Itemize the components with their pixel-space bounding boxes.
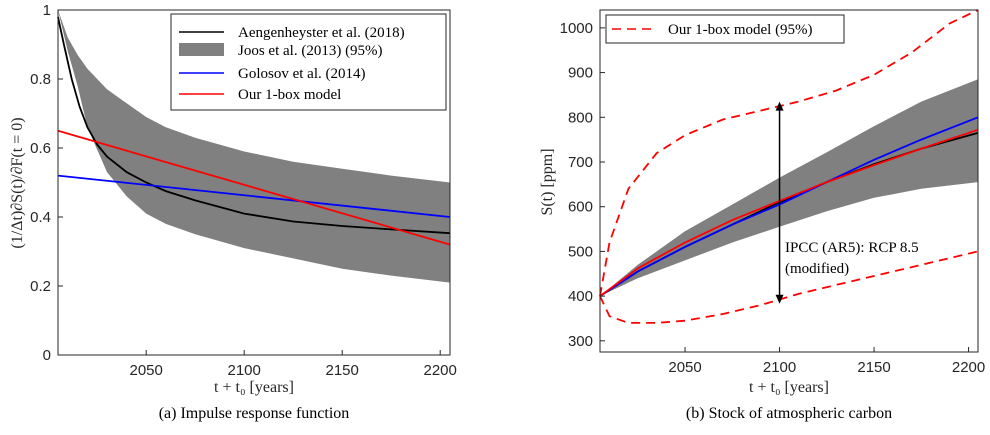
legend-a: Aengenheyster et al. (2018) Joos et al. …	[170, 13, 447, 111]
plot-frame-b	[599, 9, 979, 353]
band-a	[58, 10, 450, 283]
series-line-a-0	[57, 16, 451, 235]
x-tick-label: 2100	[228, 362, 261, 379]
x-tick-label: 2150	[326, 362, 359, 379]
series-line-b-0	[599, 9, 979, 297]
y-tick-label: 1	[43, 2, 51, 19]
rcp-arrow	[775, 101, 784, 304]
y-tick-label: 800	[568, 109, 593, 126]
panel-atmospheric-carbon: 2050 2100 2150 2200 300 400 500 600 700 800 900 100…	[539, 9, 985, 422]
legend-box-b	[605, 14, 845, 44]
y-tick-label: 1000	[560, 20, 593, 37]
legend-label-1box-95: Our 1-box model (95%)	[668, 22, 813, 38]
x-tick-label: 2100	[763, 359, 796, 376]
y-axis-label-a: (1/Δt)∂S(t)/∂F(t = 0)	[9, 117, 26, 248]
legend-label-aengenheyster: Aengenheyster et al. (2018)	[238, 25, 405, 41]
caption-a: (a) Impulse response function	[159, 405, 350, 422]
y-tick-label: 0.2	[30, 278, 51, 295]
y-tick-label: 0	[43, 347, 51, 364]
x-tick-label: 2050	[130, 362, 163, 379]
annotation-rcp-line2: (modified)	[785, 261, 849, 277]
x-tick-label: 2200	[952, 359, 985, 376]
series-line-a-2	[57, 129, 451, 246]
x-axis-label-a: t + t₀ [years]	[214, 379, 294, 396]
x-tick-label: 2200	[424, 362, 457, 379]
y-axis-label-b: S(t) [ppm]	[539, 148, 556, 215]
y-tick-label: 0.4	[30, 209, 51, 226]
y-tick-label: 600	[568, 199, 593, 216]
annotation-rcp-line1: IPCC (AR5): RCP 8.5	[785, 240, 919, 256]
caption-b: (b) Stock of atmospheric carbon	[686, 405, 892, 422]
series-line-a-1	[57, 174, 451, 218]
x-tick-label: 2050	[668, 359, 701, 376]
y-tick-label: 0.6	[30, 140, 51, 157]
legend-swatch-joos	[179, 43, 224, 56]
panel-impulse-response: 2050 2100 2150 2200 0 0.2 0.4 0.6 0.8 1 (1/Δt)∂S(…	[9, 2, 457, 422]
y-tick-label: 900	[568, 65, 593, 82]
y-tick-label: 700	[568, 154, 593, 171]
plot-frame-a	[57, 9, 451, 356]
y-tick-label: 400	[568, 288, 593, 305]
series-line-b-1	[599, 250, 979, 324]
y-tick-label: 300	[568, 333, 593, 350]
arrow-head-down	[775, 294, 784, 304]
y-tick-label: 0.8	[30, 71, 51, 88]
x-tick-label: 2150	[857, 359, 890, 376]
legend-label-golosov: Golosov et al. (2014)	[238, 66, 365, 82]
x-axis-label-b: t + t₀ [years]	[749, 379, 829, 396]
legend-label-1box: Our 1-box model	[238, 87, 341, 103]
legend-b: Our 1-box model (95%)	[605, 14, 845, 44]
legend-label-joos: Joos et al. (2013) (95%)	[238, 43, 383, 59]
y-tick-label: 500	[568, 243, 593, 260]
arrow-head-up	[775, 101, 784, 111]
